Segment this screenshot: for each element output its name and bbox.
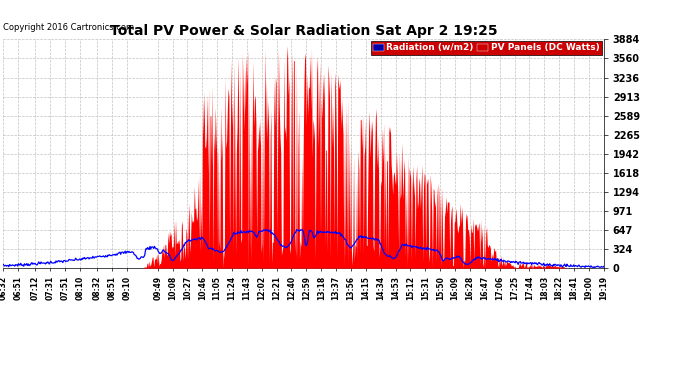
Title: Total PV Power & Solar Radiation Sat Apr 2 19:25: Total PV Power & Solar Radiation Sat Apr… bbox=[110, 24, 497, 38]
Legend: Radiation (w/m2), PV Panels (DC Watts): Radiation (w/m2), PV Panels (DC Watts) bbox=[371, 41, 602, 55]
Text: Copyright 2016 Cartronics.com: Copyright 2016 Cartronics.com bbox=[3, 23, 135, 32]
